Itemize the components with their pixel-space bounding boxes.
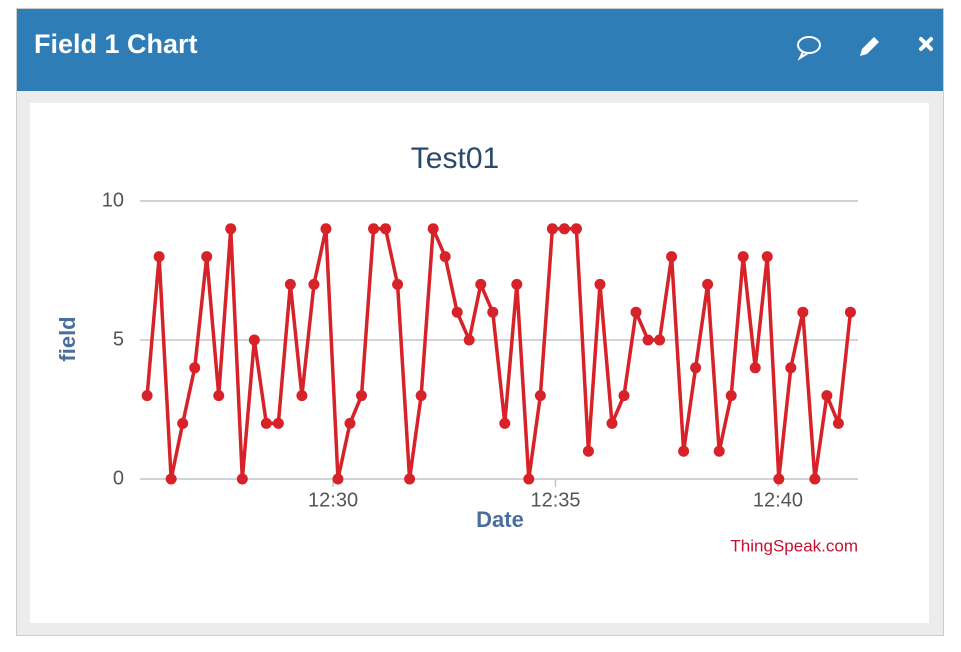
data-point [570,223,582,235]
data-point [380,223,392,235]
data-point [809,473,821,485]
data-point [439,251,451,263]
data-point [654,334,666,346]
widget-title: Field 1 Chart [34,29,198,59]
data-point [284,278,296,290]
data-point [165,473,177,485]
data-point [487,306,499,318]
data-point [499,417,511,429]
data-point [749,362,761,374]
data-point [344,417,356,429]
data-point [678,445,690,457]
data-point [642,334,654,346]
data-line [145,227,853,481]
chart-widget: Field 1 Chart Test01 Date field ThingSpe… [16,8,944,636]
data-point [260,417,272,429]
data-point [308,278,320,290]
data-point [844,306,856,318]
data-point [702,278,714,290]
data-point [248,334,260,346]
data-point [368,223,380,235]
y-tick-label: 10 [102,189,124,211]
y-tick-label: 0 [113,467,124,489]
x-tick-label: 12:30 [308,489,358,511]
header-icons [797,36,933,61]
data-point [320,223,332,235]
data-point [225,223,237,235]
data-point [153,251,165,263]
data-point [511,278,523,290]
data-point [690,362,702,374]
data-point [201,251,213,263]
data-point [821,390,833,402]
credit: ThingSpeak.com [730,536,858,555]
data-point [546,223,558,235]
y-tick-label: 5 [113,328,124,350]
data-point [558,223,570,235]
data-point [415,390,427,402]
data-point [797,306,809,318]
comment-button[interactable] [797,36,821,61]
x-tick-label: 12:40 [753,489,803,511]
widget-body: Test01 Date field ThingSpeak.com 0 5 10 12:… [30,103,929,623]
y-axis-title: field [55,316,80,361]
chart-title: Test01 [411,142,499,175]
data-point [630,306,642,318]
data-point [582,445,594,457]
close-button[interactable] [919,37,933,51]
data-point [332,473,344,485]
edit-button[interactable] [860,37,879,56]
data-point [832,417,844,429]
data-point [141,390,153,402]
data-point [189,362,201,374]
data-point [236,473,248,485]
data-point [356,390,368,402]
data-point [594,278,606,290]
x-axis-title: Date [476,507,524,532]
data-point [666,251,678,263]
data-point [523,473,535,485]
x-tick-label: 12:35 [530,489,580,511]
data-point [213,390,225,402]
data-point [606,417,618,429]
data-point [404,473,416,485]
chart: Test01 Date field ThingSpeak.com 0 5 10 12:… [55,142,858,555]
data-point [534,390,546,402]
data-point [475,278,487,290]
data-point [427,223,439,235]
data-point [618,390,630,402]
data-point [761,251,773,263]
data-point [737,251,749,263]
data-point [392,278,404,290]
data-point [785,362,797,374]
widget-header: Field 1 Chart [17,9,943,91]
data-point [451,306,463,318]
data-point [725,390,737,402]
data-point [272,417,284,429]
data-point [177,417,189,429]
data-point [773,473,785,485]
data-point [713,445,725,457]
data-point [296,390,308,402]
data-point [463,334,475,346]
